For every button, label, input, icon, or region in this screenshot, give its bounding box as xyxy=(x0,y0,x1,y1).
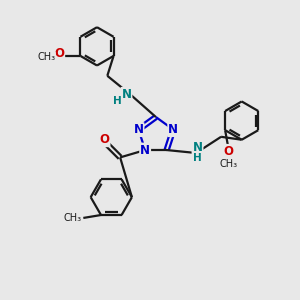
Text: CH₃: CH₃ xyxy=(38,52,56,62)
Text: O: O xyxy=(54,47,64,60)
Text: N: N xyxy=(193,141,202,154)
Text: CH₃: CH₃ xyxy=(220,159,238,169)
Text: H: H xyxy=(113,96,122,106)
Text: N: N xyxy=(140,143,150,157)
Text: N: N xyxy=(122,88,131,101)
Text: CH₃: CH₃ xyxy=(64,213,82,223)
Text: N: N xyxy=(168,123,178,136)
Text: N: N xyxy=(134,123,143,136)
Text: H: H xyxy=(193,153,202,163)
Text: O: O xyxy=(224,145,234,158)
Text: O: O xyxy=(100,133,110,146)
